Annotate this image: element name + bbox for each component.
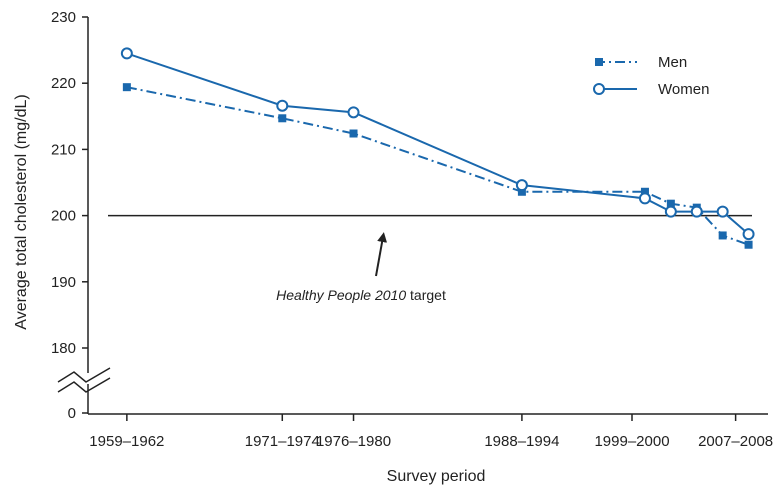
target-annotation: Healthy People 2010 target [276,287,446,303]
y-tick-label: 230 [51,9,76,26]
axis-break-mark-upper [58,368,110,382]
y-tick-label: 200 [51,208,76,225]
x-tick-label: 1959–1962 [89,433,164,450]
data-point-men [350,130,358,138]
y-axis-title: Average total cholesterol (mg/dL) [13,94,30,329]
legend-label-men: Men [658,54,687,71]
x-tick-label: 1971–1974 [245,433,320,450]
series-line-men [127,87,749,245]
axes: 0 180 190 200 210 220 230 1959–1962 1971–1974197… [51,9,773,450]
x-tick-label: 1999–2000 [594,433,669,450]
data-point-women [517,180,527,190]
target-reference: Healthy People 2010 target [108,216,752,303]
data-point-women [122,48,132,58]
y-tick-label: 210 [51,141,76,158]
data-point-men [745,241,753,249]
data-point-women [640,193,650,203]
y-tick-label: 220 [51,75,76,92]
x-axis-title: Survey period [387,468,486,485]
series-line-women [127,53,749,234]
data-point-women [718,207,728,217]
legend-marker-men [595,58,603,66]
data-point-women [692,207,702,217]
series-layer [122,48,754,248]
data-point-women [277,101,287,111]
data-point-men [719,231,727,239]
x-tick-label: 2007–2008 [698,433,773,450]
data-point-men [278,114,286,122]
data-point-women [666,207,676,217]
data-point-women [349,107,359,117]
x-tick-label: 1976–1980 [316,433,391,450]
legend-label-women: Women [658,81,709,98]
y-tick-label: 180 [51,340,76,357]
y-tick-label: 0 [68,405,76,422]
legend: Men Women [594,54,709,98]
target-arrow [376,237,383,276]
data-point-women [744,229,754,239]
legend-marker-women [594,84,604,94]
y-tick-label: 190 [51,274,76,291]
data-point-men [123,83,131,91]
x-tick-label: 1988–1994 [484,433,559,450]
